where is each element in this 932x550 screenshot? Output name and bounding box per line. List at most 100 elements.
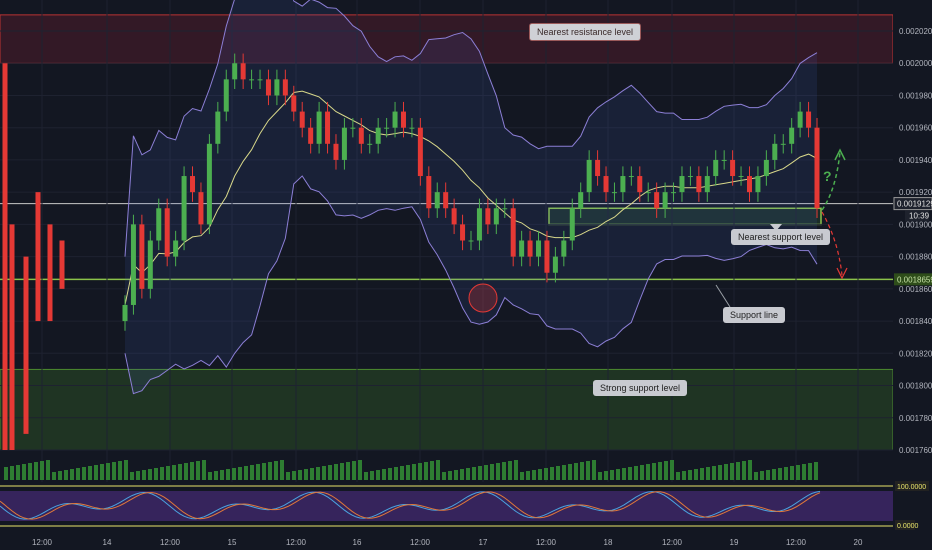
volume-bar: [622, 468, 626, 480]
candle-body: [704, 176, 710, 193]
candle-body: [671, 192, 677, 194]
grid: [0, 0, 893, 530]
volume-bar: [454, 470, 458, 480]
volume-bar: [568, 464, 572, 480]
volume-bar: [730, 463, 734, 480]
candle-body: [611, 192, 617, 194]
candle-body: [637, 176, 643, 193]
candle-body: [35, 192, 41, 322]
candle-body: [9, 224, 15, 450]
time-tick-label: 20: [854, 538, 863, 547]
volume-bar: [742, 461, 746, 480]
candle-body: [502, 208, 508, 210]
candle-body: [687, 176, 693, 178]
volume-bar: [400, 466, 404, 480]
volume-bars: [4, 460, 818, 480]
volume-bar: [628, 467, 632, 480]
volume-bar: [106, 463, 110, 480]
candle-body: [780, 143, 786, 145]
candle-body: [620, 176, 626, 193]
volume-bar: [430, 461, 434, 480]
volume-bar: [268, 462, 272, 480]
volume-bar: [10, 466, 14, 480]
candle-body: [122, 304, 128, 322]
volume-bar: [304, 469, 308, 480]
candle-body: [713, 159, 719, 177]
support-line-pointer: [715, 284, 731, 308]
volume-bar: [292, 471, 296, 480]
countdown-box: [905, 210, 929, 222]
volume-bar: [760, 471, 764, 480]
candle-body: [552, 256, 558, 273]
volume-bar: [196, 461, 200, 480]
volume-bar: [334, 464, 338, 480]
osc-lower-box: [895, 520, 915, 530]
time-tick-label: 15: [228, 538, 237, 547]
volume-bar: [358, 460, 362, 480]
volume-bar: [172, 465, 176, 480]
volume-bar: [784, 467, 788, 480]
candle-body: [603, 176, 609, 193]
candles: [2, 53, 820, 450]
candle-body: [544, 240, 550, 273]
current-price-box: [893, 197, 932, 211]
volume-bar: [16, 465, 20, 480]
support-price-label: 0.0018659: [897, 275, 932, 284]
volume-bar: [676, 472, 680, 480]
volume-bar: [436, 460, 440, 480]
volume-bar: [94, 465, 98, 480]
candle-body: [561, 240, 567, 257]
candle-body: [536, 240, 542, 257]
time-tick-label: 12:00: [160, 538, 181, 547]
volume-bar: [370, 471, 374, 480]
volume-bar: [100, 464, 104, 480]
volume-bar: [808, 463, 812, 480]
volume-bar: [448, 471, 452, 480]
volume-bar: [700, 468, 704, 480]
volume-bar: [244, 466, 248, 480]
time-tick-label: 16: [353, 538, 362, 547]
down-arrow-head: [836, 267, 848, 280]
volume-bar: [796, 465, 800, 480]
candle-body: [59, 240, 65, 289]
candle-body: [730, 159, 736, 177]
volume-bar: [610, 470, 614, 480]
volume-bar: [778, 468, 782, 480]
volume-bar: [712, 466, 716, 480]
candle-body: [232, 63, 238, 80]
candle-body: [493, 208, 499, 225]
volume-bar: [496, 463, 500, 480]
volume-bar: [724, 464, 728, 480]
candle-body: [628, 176, 634, 178]
candle-body: [578, 192, 584, 209]
volume-bar: [772, 469, 776, 480]
candle-body: [460, 224, 466, 241]
candle-body: [806, 111, 812, 128]
candle-body: [358, 127, 364, 144]
osc-upper-box: [895, 481, 929, 491]
bollinger-lower: [124, 175, 818, 395]
candle-body: [47, 224, 53, 322]
volume-bar: [544, 468, 548, 480]
volume-bar: [286, 472, 290, 480]
osc-d-line: [0, 491, 821, 520]
candle-body: [679, 176, 685, 193]
candle-body: [434, 192, 440, 209]
support-price-box: [894, 273, 932, 286]
volume-bar: [616, 469, 620, 480]
nearest-support-label: Nearest support level: [731, 229, 831, 245]
candle-body: [595, 159, 601, 177]
volume-bar: [238, 467, 242, 480]
volume-bar: [274, 461, 278, 480]
candle-body: [392, 111, 398, 128]
candle-body: [468, 240, 474, 242]
strong-support-label: Strong support level: [593, 380, 688, 396]
candle-body: [173, 240, 179, 257]
